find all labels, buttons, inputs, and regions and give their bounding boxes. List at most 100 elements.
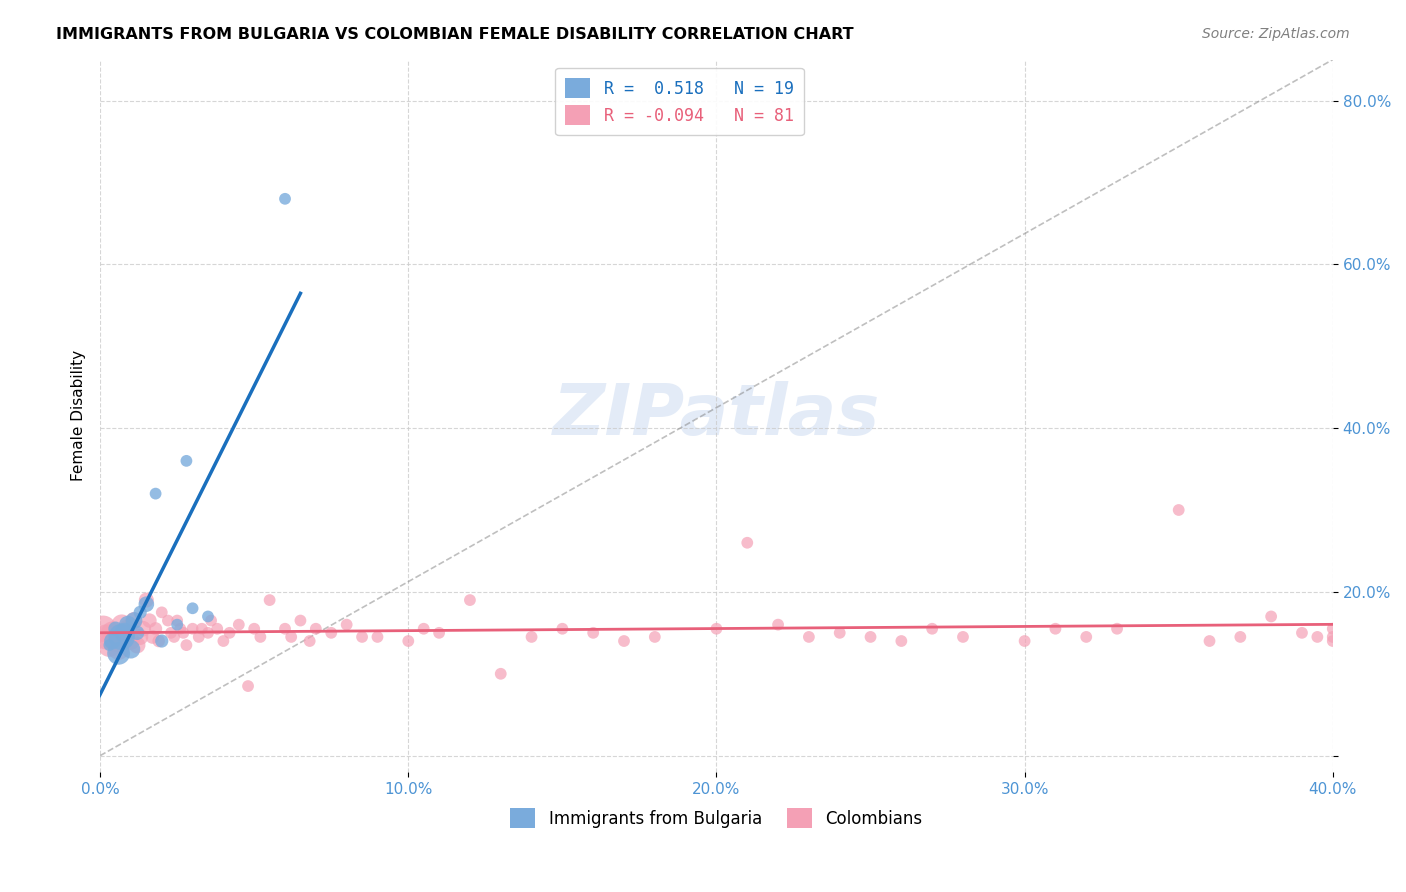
Point (129, 606, 152, 620)
Point (135, 597, 157, 611)
Point (176, 454, 198, 468)
Point (107, 646, 129, 660)
Point (150, 634, 173, 648)
Point (104, 622, 127, 636)
Point (1306, 630, 1329, 644)
Point (212, 634, 235, 648)
Point (145, 486, 167, 500)
Point (141, 630, 163, 644)
Point (160, 625, 183, 640)
Point (122, 614, 145, 628)
Text: IMMIGRANTS FROM BULGARIA VS COLOMBIAN FEMALE DISABILITY CORRELATION CHART: IMMIGRANTS FROM BULGARIA VS COLOMBIAN FE… (56, 27, 853, 42)
Point (243, 622, 266, 636)
Point (797, 630, 820, 644)
Point (148, 634, 170, 648)
Point (1291, 625, 1313, 640)
Point (1045, 622, 1067, 636)
Point (458, 593, 481, 607)
Point (1167, 503, 1189, 517)
Point (766, 617, 789, 632)
Point (352, 630, 374, 644)
Point (228, 617, 250, 632)
Point (298, 634, 321, 648)
Text: ZIPatlas: ZIPatlas (553, 381, 880, 450)
Point (582, 625, 605, 640)
Point (122, 614, 145, 628)
Point (169, 622, 191, 636)
Legend: Immigrants from Bulgaria, Colombians: Immigrants from Bulgaria, Colombians (503, 801, 929, 835)
Point (135, 593, 157, 607)
Point (181, 601, 204, 615)
Point (150, 606, 173, 620)
Point (828, 625, 851, 640)
Point (114, 630, 136, 644)
Point (156, 614, 179, 628)
Point (551, 622, 574, 636)
Point (274, 192, 297, 206)
Point (111, 630, 134, 644)
Point (259, 593, 281, 607)
Point (952, 630, 974, 644)
Point (98, 638, 121, 652)
Point (1322, 634, 1344, 648)
Point (166, 614, 188, 628)
Point (1322, 622, 1344, 636)
Point (280, 630, 302, 644)
Point (111, 617, 134, 632)
Point (181, 622, 204, 636)
Point (197, 625, 219, 640)
Point (166, 617, 188, 632)
Point (1322, 630, 1344, 644)
Point (613, 634, 636, 648)
Point (290, 614, 312, 628)
Point (117, 617, 139, 632)
Point (366, 630, 388, 644)
Point (1105, 622, 1128, 636)
Point (98, 638, 121, 652)
Point (117, 622, 139, 636)
Point (644, 630, 666, 644)
Point (1014, 634, 1036, 648)
Point (706, 622, 728, 636)
Point (489, 666, 512, 681)
Point (396, 634, 419, 648)
Point (735, 535, 758, 549)
Point (107, 642, 129, 657)
Point (176, 638, 198, 652)
Point (132, 622, 155, 636)
Point (1198, 634, 1220, 648)
Text: Source: ZipAtlas.com: Source: ZipAtlas.com (1202, 27, 1350, 41)
Point (305, 622, 328, 636)
Point (859, 630, 882, 644)
Point (127, 625, 149, 640)
Point (321, 625, 343, 640)
Point (96, 630, 118, 644)
Point (921, 622, 943, 636)
Y-axis label: Female Disability: Female Disability (72, 351, 86, 482)
Point (249, 630, 271, 644)
Point (1076, 630, 1098, 644)
Point (218, 625, 240, 640)
Point (191, 622, 214, 636)
Point (91, 622, 114, 636)
Point (114, 625, 136, 640)
Point (1229, 630, 1251, 644)
Point (236, 679, 259, 693)
Point (120, 634, 142, 648)
Point (197, 609, 219, 624)
Point (1260, 609, 1282, 624)
Point (207, 622, 229, 636)
Point (145, 622, 167, 636)
Point (101, 625, 124, 640)
Point (104, 634, 127, 648)
Point (138, 614, 160, 628)
Point (890, 634, 912, 648)
Point (520, 630, 543, 644)
Point (427, 625, 450, 640)
Point (274, 622, 297, 636)
Point (336, 617, 359, 632)
Point (172, 625, 194, 640)
Point (187, 630, 209, 644)
Point (412, 622, 434, 636)
Point (120, 642, 142, 657)
